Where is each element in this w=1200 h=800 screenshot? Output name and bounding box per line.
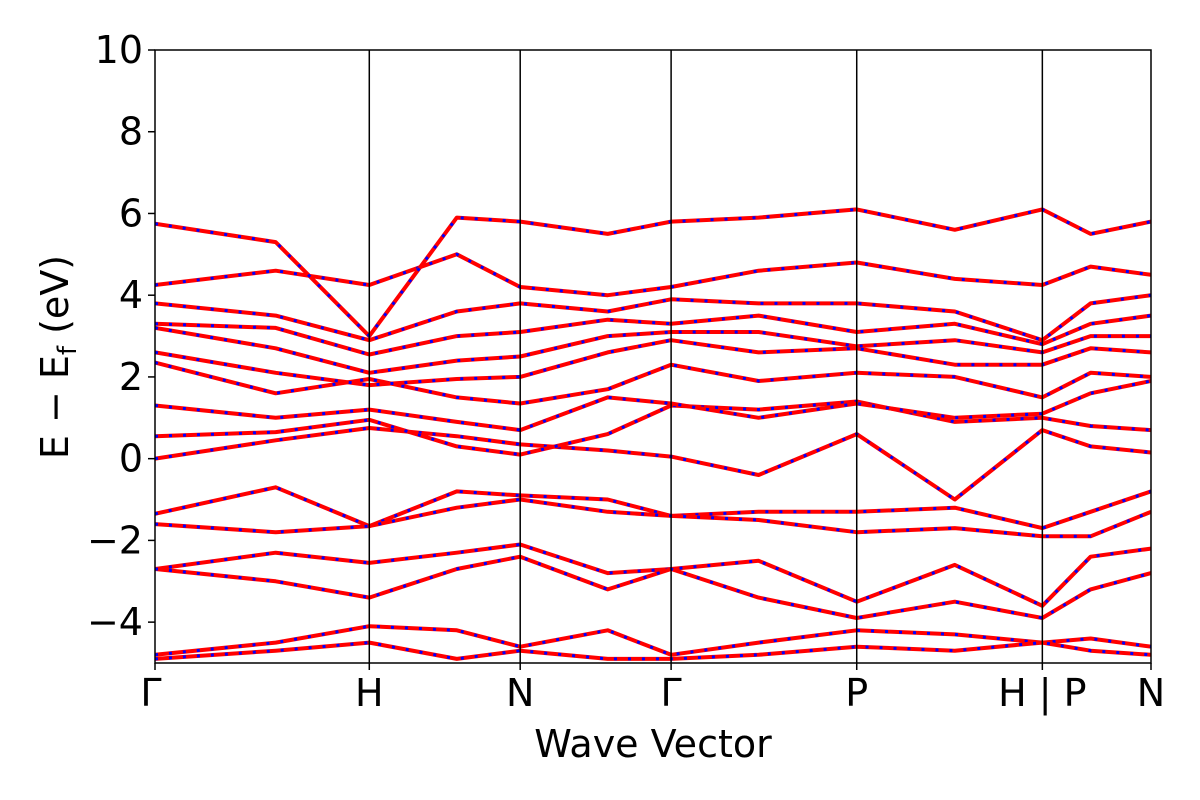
y-tick-label: −4 bbox=[87, 600, 143, 644]
x-tick-label: Γ bbox=[140, 671, 161, 715]
x-axis-title: Wave Vector bbox=[534, 722, 772, 766]
x-tick-label: H bbox=[355, 671, 384, 715]
y-tick-label: 10 bbox=[95, 28, 143, 72]
band-lines bbox=[155, 207, 1151, 661]
y-tick-label: 8 bbox=[119, 110, 143, 154]
band-line-10 bbox=[155, 485, 1151, 531]
band-line-8 bbox=[155, 252, 1151, 298]
y-tick-label: 2 bbox=[119, 355, 143, 399]
x-axis-ticks: Γ H N Γ P H | P N bbox=[140, 663, 1165, 716]
band-line-0 bbox=[155, 426, 1151, 502]
band-line-dashed-3 bbox=[155, 361, 1151, 406]
y-axis-title-main: E − E bbox=[33, 355, 77, 459]
x-tick-label: N bbox=[1137, 671, 1165, 715]
x-tick-label: N bbox=[506, 671, 534, 715]
y-axis-title: E − Ef (eV) bbox=[33, 255, 83, 459]
band-line-1 bbox=[155, 399, 1151, 457]
band-line-9 bbox=[155, 207, 1151, 339]
x-tick-label: H | P bbox=[998, 671, 1086, 716]
band-line-3 bbox=[155, 360, 1151, 406]
x-tick-label: P bbox=[845, 671, 868, 715]
y-tick-label: 4 bbox=[119, 273, 143, 317]
band-line-14 bbox=[155, 624, 1151, 657]
y-axis-title-subscript: f bbox=[53, 345, 83, 355]
x-tick-label: Γ bbox=[661, 671, 682, 715]
y-tick-label: 0 bbox=[119, 437, 143, 481]
plot-frame bbox=[154, 49, 1152, 664]
y-tick-label: 6 bbox=[119, 191, 143, 235]
band-line-15 bbox=[155, 640, 1151, 661]
y-axis-ticks: −4 −2 0 2 4 6 8 10 bbox=[87, 28, 155, 644]
band-line-dashed-10 bbox=[155, 485, 1151, 530]
y-axis-title-unit: (eV) bbox=[33, 255, 77, 346]
y-tick-label: −2 bbox=[87, 518, 143, 562]
kpoint-divider-lines bbox=[368, 50, 1044, 663]
